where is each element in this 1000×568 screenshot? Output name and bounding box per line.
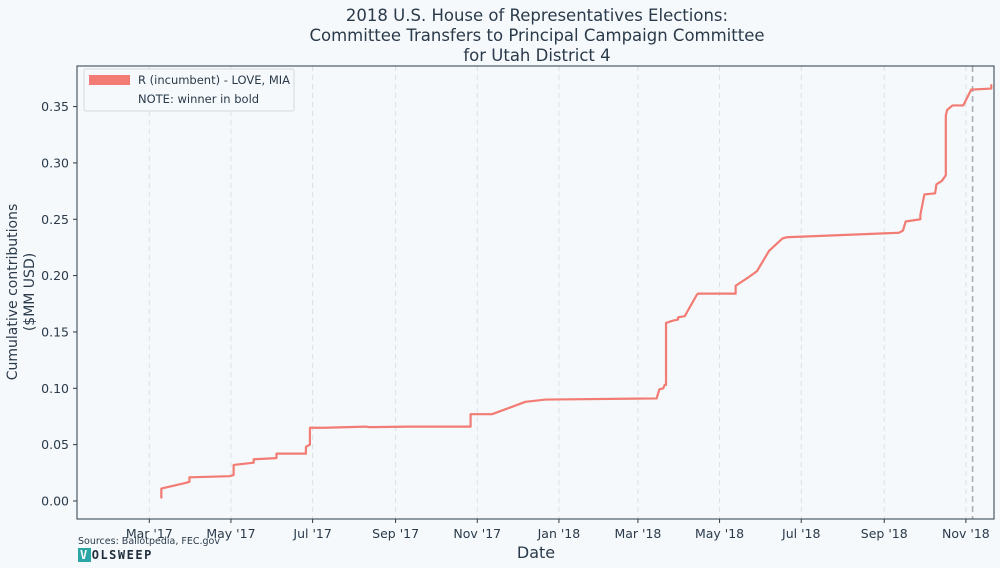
y-axis-label-line-1: Cumulative contributions <box>5 204 21 381</box>
plot-frame <box>76 65 995 520</box>
legend-entry-love: R (incumbent) - LOVE, MIA <box>138 73 290 87</box>
x-tick-label: Mar '17 <box>126 526 173 541</box>
logo-text: OLSWEEP <box>91 548 153 562</box>
x-tick-label: May '18 <box>695 526 744 541</box>
x-tick-label: Nov '17 <box>453 526 501 541</box>
y-tick-label: 0.00 <box>41 493 69 508</box>
y-axis-ticks: 0.00 0.05 0.10 0.15 0.20 0.25 0.30 0.35 <box>41 99 77 508</box>
grid <box>148 66 967 519</box>
y-tick-label: 0.05 <box>41 437 69 452</box>
x-tick-label: Jan '18 <box>537 526 581 541</box>
y-tick-label: 0.15 <box>41 324 69 339</box>
x-axis-ticks: Mar '17 May '17 Jul '17 Sep '17 Nov '17 Jan '… <box>126 519 990 541</box>
y-axis-label-line-2: ($MM USD) <box>22 253 38 331</box>
chart-title-line-3: for Utah District 4 <box>463 46 610 65</box>
y-tick-label: 0.20 <box>41 268 69 283</box>
legend-note: NOTE: winner in bold <box>138 92 259 106</box>
x-axis-label: Date <box>517 543 555 562</box>
x-tick-label: Mar '18 <box>614 526 661 541</box>
legend-swatch <box>89 75 130 85</box>
chart-title: 2018 U.S. House of Representatives Elect… <box>309 6 764 65</box>
y-tick-label: 0.35 <box>41 99 69 114</box>
chart-title-line-1: 2018 U.S. House of Representatives Elect… <box>346 6 728 25</box>
series-layer <box>160 84 993 499</box>
series-line-love <box>160 84 993 499</box>
y-tick-label: 0.25 <box>41 212 69 227</box>
legend: R (incumbent) - LOVE, MIA NOTE: winner i… <box>83 68 295 112</box>
x-tick-label: Jul '17 <box>292 526 331 541</box>
x-tick-label: Sep '17 <box>372 526 419 541</box>
volsweep-logo: V OLSWEEP <box>78 548 153 562</box>
sources-note: Sources: Ballotpedia, FEC.gov <box>78 536 220 547</box>
y-tick-label: 0.30 <box>41 155 69 170</box>
y-tick-label: 0.10 <box>41 381 69 396</box>
legend-box <box>83 68 295 112</box>
chart-title-line-2: Committee Transfers to Principal Campaig… <box>309 26 764 45</box>
x-tick-label: Nov '18 <box>942 526 990 541</box>
x-tick-label: May '17 <box>206 526 255 541</box>
x-tick-label: Sep '18 <box>861 526 908 541</box>
logo-mark: V <box>78 548 91 562</box>
x-tick-label: Jul '18 <box>781 526 820 541</box>
